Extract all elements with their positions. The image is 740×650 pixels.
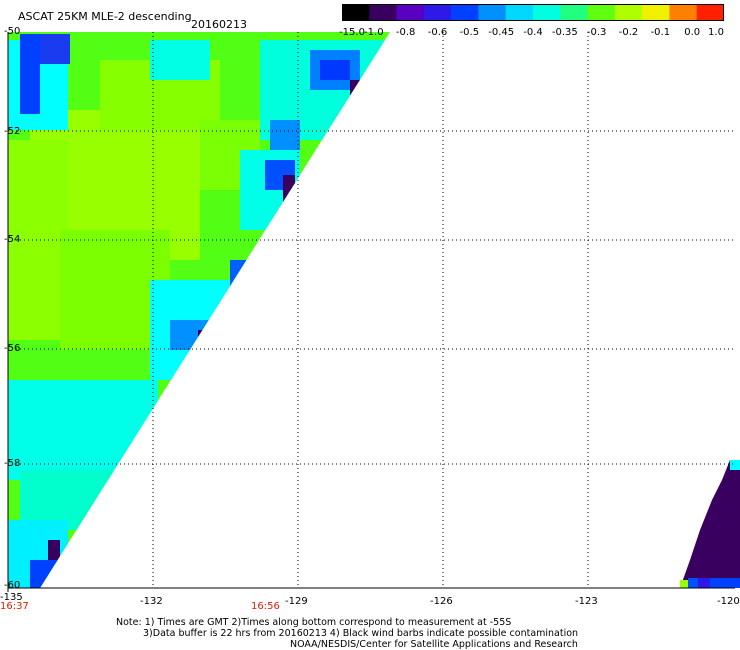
time-mid: 16:56 <box>251 601 280 612</box>
colorbar-swatch <box>614 4 643 20</box>
colorbar-swatch <box>369 4 398 20</box>
colorbar-label: -15.0 <box>339 27 365 38</box>
lat-label: -50 <box>4 26 21 37</box>
time-left: 16:37 <box>0 601 29 612</box>
colorbar-label: -0.8 <box>395 27 416 38</box>
colorbar-swatch <box>696 4 724 20</box>
colorbar-swatch <box>533 4 561 20</box>
note-line-1: Note: 1) Times are GMT 2)Times along bot… <box>116 617 512 628</box>
colorbar-swatch <box>669 4 698 20</box>
colorbar-label: -0.3 <box>586 27 607 38</box>
ticks <box>7 32 735 592</box>
lon-label: -126 <box>430 596 453 607</box>
colorbar-label: 0.0 <box>684 27 701 38</box>
colorbar-swatch <box>560 4 589 20</box>
colorbar-swatch <box>642 4 670 20</box>
colorbar-label: -0.4 <box>523 27 543 38</box>
colorbar-label: -0.45 <box>488 27 515 38</box>
colorbar <box>342 4 724 21</box>
colorbar-label: 1.0 <box>708 27 724 38</box>
swath-right <box>680 460 740 588</box>
colorbar-swatch <box>478 4 507 20</box>
lat-label: -52 <box>4 126 21 137</box>
lat-label: -54 <box>4 234 21 245</box>
colorbar-label: -0.6 <box>427 27 448 38</box>
swath-left <box>8 32 390 588</box>
lat-label: -60 <box>4 580 21 591</box>
colorbar-label: -0.2 <box>618 27 639 38</box>
map-title: ASCAT 25KM MLE-2 descending <box>18 10 192 23</box>
colorbar-swatch <box>342 4 370 20</box>
colorbar-label: -1.0 <box>364 27 384 38</box>
colorbar-swatch <box>423 4 452 20</box>
lon-label: -132 <box>140 596 163 607</box>
colorbar-border <box>342 4 724 21</box>
lon-label: -123 <box>575 596 598 607</box>
note-line-2: 3)Data buffer is 22 hrs from 20160213 4)… <box>143 628 579 639</box>
map-date: 20160213 <box>191 18 247 31</box>
colorbar-label: -0.1 <box>650 27 671 38</box>
grid <box>8 32 735 588</box>
lat-label: -56 <box>4 343 21 354</box>
colorbar-swatch <box>396 4 425 20</box>
lon-label: -120 <box>717 596 740 607</box>
colorbar-label: -0.5 <box>459 27 480 38</box>
lat-label: -58 <box>4 458 21 469</box>
lon-label: -135 <box>0 592 23 603</box>
colorbar-swatch <box>587 4 616 20</box>
colorbar-label: -0.35 <box>551 27 578 38</box>
note-line-3: NOAA/NESDIS/Center for Satellite Applica… <box>290 639 578 650</box>
colorbar-swatch <box>451 4 479 20</box>
colorbar-swatch <box>505 4 534 20</box>
lon-label: -129 <box>285 596 308 607</box>
